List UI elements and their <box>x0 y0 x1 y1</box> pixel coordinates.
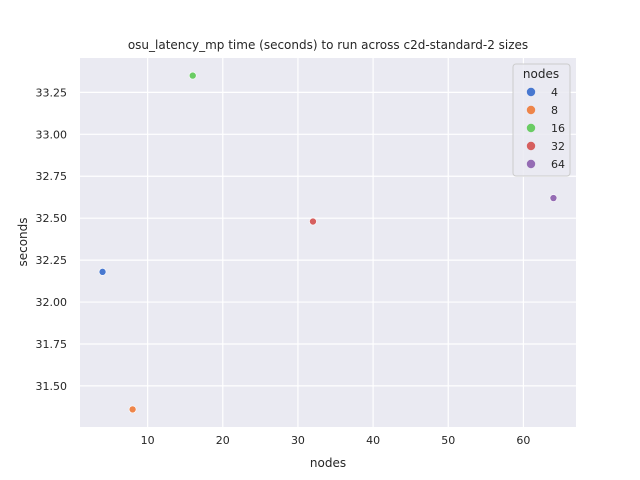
plot-area <box>80 58 576 427</box>
y-tick-label: 32.50 <box>36 212 68 225</box>
y-tick-label: 32.00 <box>36 296 68 309</box>
x-tick-label: 50 <box>441 434 455 447</box>
legend: nodes 4 8 16 32 64 <box>512 63 571 177</box>
y-tick-label: 31.50 <box>36 380 68 393</box>
legend-title: nodes <box>523 67 559 81</box>
legend-marker-8 <box>526 105 536 115</box>
y-tick-label: 31.75 <box>36 338 68 351</box>
legend-label-16: 16 <box>551 122 565 135</box>
data-point-8 <box>128 405 137 414</box>
data-points <box>98 71 558 414</box>
legend-label-64: 64 <box>551 158 565 171</box>
legend-marker-16 <box>526 123 536 133</box>
y-tick-label: 33.25 <box>36 86 68 99</box>
y-axis-label: seconds <box>16 217 30 266</box>
legend-label-32: 32 <box>551 140 565 153</box>
data-point-32 <box>309 217 317 226</box>
x-tick-label: 30 <box>291 434 305 447</box>
legend-label-8: 8 <box>551 104 558 117</box>
data-point-4 <box>98 268 107 276</box>
data-point-16 <box>188 71 197 80</box>
y-tick-label: 32.25 <box>36 254 68 267</box>
x-tick-labels: 10 20 30 40 50 60 <box>141 434 531 447</box>
legend-marker-32 <box>526 141 536 151</box>
y-tick-labels: 31.50 31.75 32.00 32.25 32.50 32.75 33.00 33.25 <box>36 86 68 393</box>
y-tick-label: 33.00 <box>36 128 68 141</box>
x-tick-label: 40 <box>366 434 380 447</box>
legend-items: 4 8 16 32 64 <box>526 86 565 171</box>
legend-marker-4 <box>526 87 536 97</box>
data-point-64 <box>549 194 558 202</box>
y-tick-label: 32.75 <box>36 170 68 183</box>
x-tick-label: 20 <box>216 434 230 447</box>
legend-marker-64 <box>526 159 536 169</box>
legend-label-4: 4 <box>551 86 558 99</box>
x-tick-label: 60 <box>516 434 530 447</box>
chart-title: osu_latency_mp time (seconds) to run acr… <box>128 38 528 52</box>
x-tick-label: 10 <box>141 434 155 447</box>
x-axis-label: nodes <box>310 456 346 470</box>
